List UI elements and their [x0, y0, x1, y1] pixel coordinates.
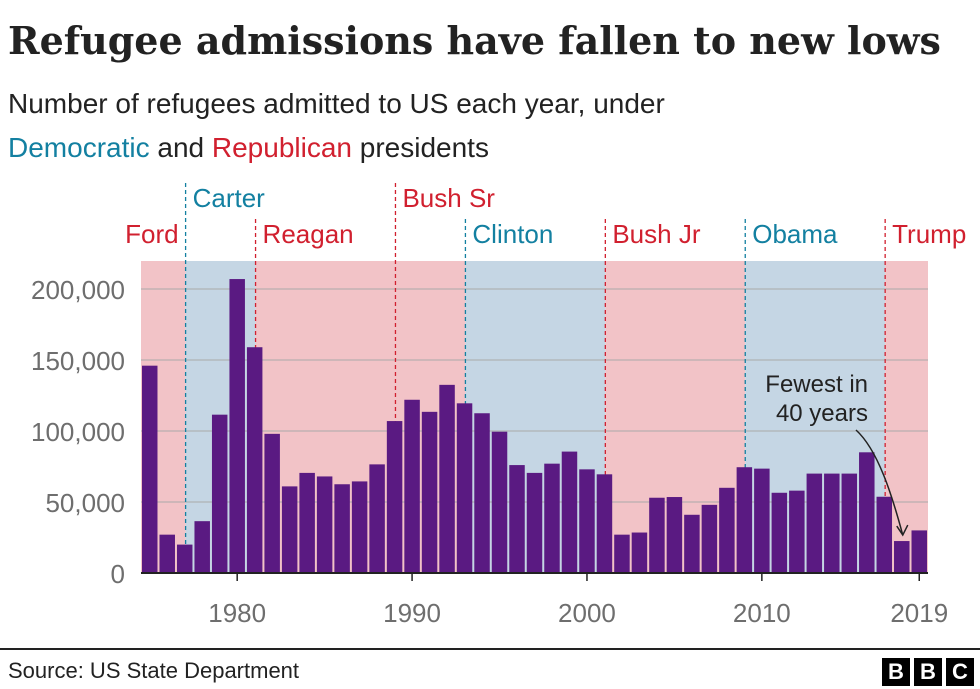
- bar-2010: [754, 468, 770, 573]
- era-band-7: [885, 261, 928, 573]
- bar-1991: [421, 411, 438, 573]
- bar-1992: [439, 384, 455, 573]
- bbc-logo: B B C: [882, 658, 974, 686]
- bar-1980: [229, 279, 245, 573]
- bbc-logo-letter-2: B: [914, 658, 942, 686]
- bar-1975: [142, 365, 158, 573]
- y-tick-label-1: 50,000: [45, 488, 125, 518]
- bar-2019: [911, 530, 927, 573]
- bar-1983: [281, 486, 298, 573]
- bar-1999: [561, 451, 578, 573]
- x-tick-label-2019: 2019: [890, 598, 948, 628]
- bar-1978: [194, 521, 210, 573]
- y-tick-label-3: 150,000: [31, 346, 125, 376]
- bar-2004: [649, 497, 665, 573]
- bar-1979: [211, 414, 228, 573]
- bar-2008: [719, 487, 735, 573]
- bar-2015: [841, 473, 858, 573]
- chart-title: Refugee admissions have fallen to new lo…: [8, 18, 941, 63]
- source-note: Source: US State Department: [8, 658, 300, 683]
- bar-1994: [474, 413, 490, 573]
- annotation-line-1: Fewest in: [765, 371, 868, 398]
- bar-1987: [351, 481, 368, 573]
- bar-1982: [264, 433, 280, 573]
- annotation-arrow: [855, 429, 904, 536]
- bar-1976: [159, 534, 175, 573]
- bar-1986: [334, 484, 350, 573]
- bar-1981: [246, 347, 263, 573]
- president-label-0: Ford: [125, 219, 178, 249]
- bar-1977: [176, 544, 193, 573]
- president-label-2: Reagan: [263, 219, 354, 249]
- footer-divider: [0, 648, 980, 650]
- bar-2007: [701, 504, 718, 573]
- president-label-7: Trump: [892, 219, 966, 249]
- bar-2002: [614, 534, 630, 573]
- bar-2016: [859, 452, 875, 573]
- bar-1989: [386, 421, 403, 573]
- subtitle-democratic: Democratic: [8, 132, 150, 163]
- president-label-6: Obama: [752, 219, 838, 249]
- bar-2005: [666, 497, 683, 573]
- y-tick-label-0: 0: [111, 559, 125, 589]
- bar-2018: [894, 541, 910, 573]
- president-label-3: Bush Sr: [402, 183, 495, 213]
- bar-1995: [491, 431, 508, 573]
- bar-1998: [544, 463, 560, 573]
- bar-2001: [596, 474, 613, 573]
- chart-subtitle: Number of refugees admitted to US each y…: [8, 82, 968, 170]
- y-tick-label-2: 100,000: [31, 417, 125, 447]
- bar-2012: [789, 490, 805, 573]
- bar-2009: [736, 467, 753, 573]
- president-label-1: Carter: [193, 183, 266, 213]
- bar-chart: Ford Carter Reagan Bush Sr Clinton Bush Jr Oba…: [31, 183, 966, 628]
- bar-1996: [509, 465, 525, 573]
- president-label-5: Bush Jr: [612, 219, 700, 249]
- subtitle-presidents: presidents: [359, 132, 489, 163]
- bar-2000: [579, 469, 595, 573]
- subtitle-and: and: [157, 132, 205, 163]
- bbc-logo-letter-1: B: [882, 658, 910, 686]
- bar-2014: [824, 473, 840, 573]
- x-tick-label-1990: 1990: [383, 598, 441, 628]
- bar-1988: [369, 464, 385, 573]
- annotation-arrowhead: [896, 524, 909, 537]
- subtitle-line1: Number of refugees admitted to US each y…: [8, 88, 665, 119]
- bar-1993: [456, 403, 473, 573]
- president-label-4: Clinton: [472, 219, 553, 249]
- bar-1997: [526, 472, 543, 573]
- annotation-line-2: 40 years: [776, 400, 868, 427]
- x-tick-label-2010: 2010: [733, 598, 791, 628]
- bar-2013: [806, 473, 823, 573]
- x-tick-label-2000: 2000: [558, 598, 616, 628]
- y-tick-label-4: 200,000: [31, 275, 125, 305]
- bar-2011: [771, 492, 788, 573]
- bar-2017: [876, 496, 893, 573]
- subtitle-republican: Republican: [211, 132, 352, 163]
- x-tick-label-1980: 1980: [208, 598, 266, 628]
- bar-1985: [316, 476, 333, 573]
- bbc-logo-letter-3: C: [946, 658, 974, 686]
- bar-2003: [631, 532, 648, 573]
- bar-2006: [684, 514, 700, 573]
- bar-1984: [299, 472, 315, 573]
- bar-1990: [404, 399, 420, 573]
